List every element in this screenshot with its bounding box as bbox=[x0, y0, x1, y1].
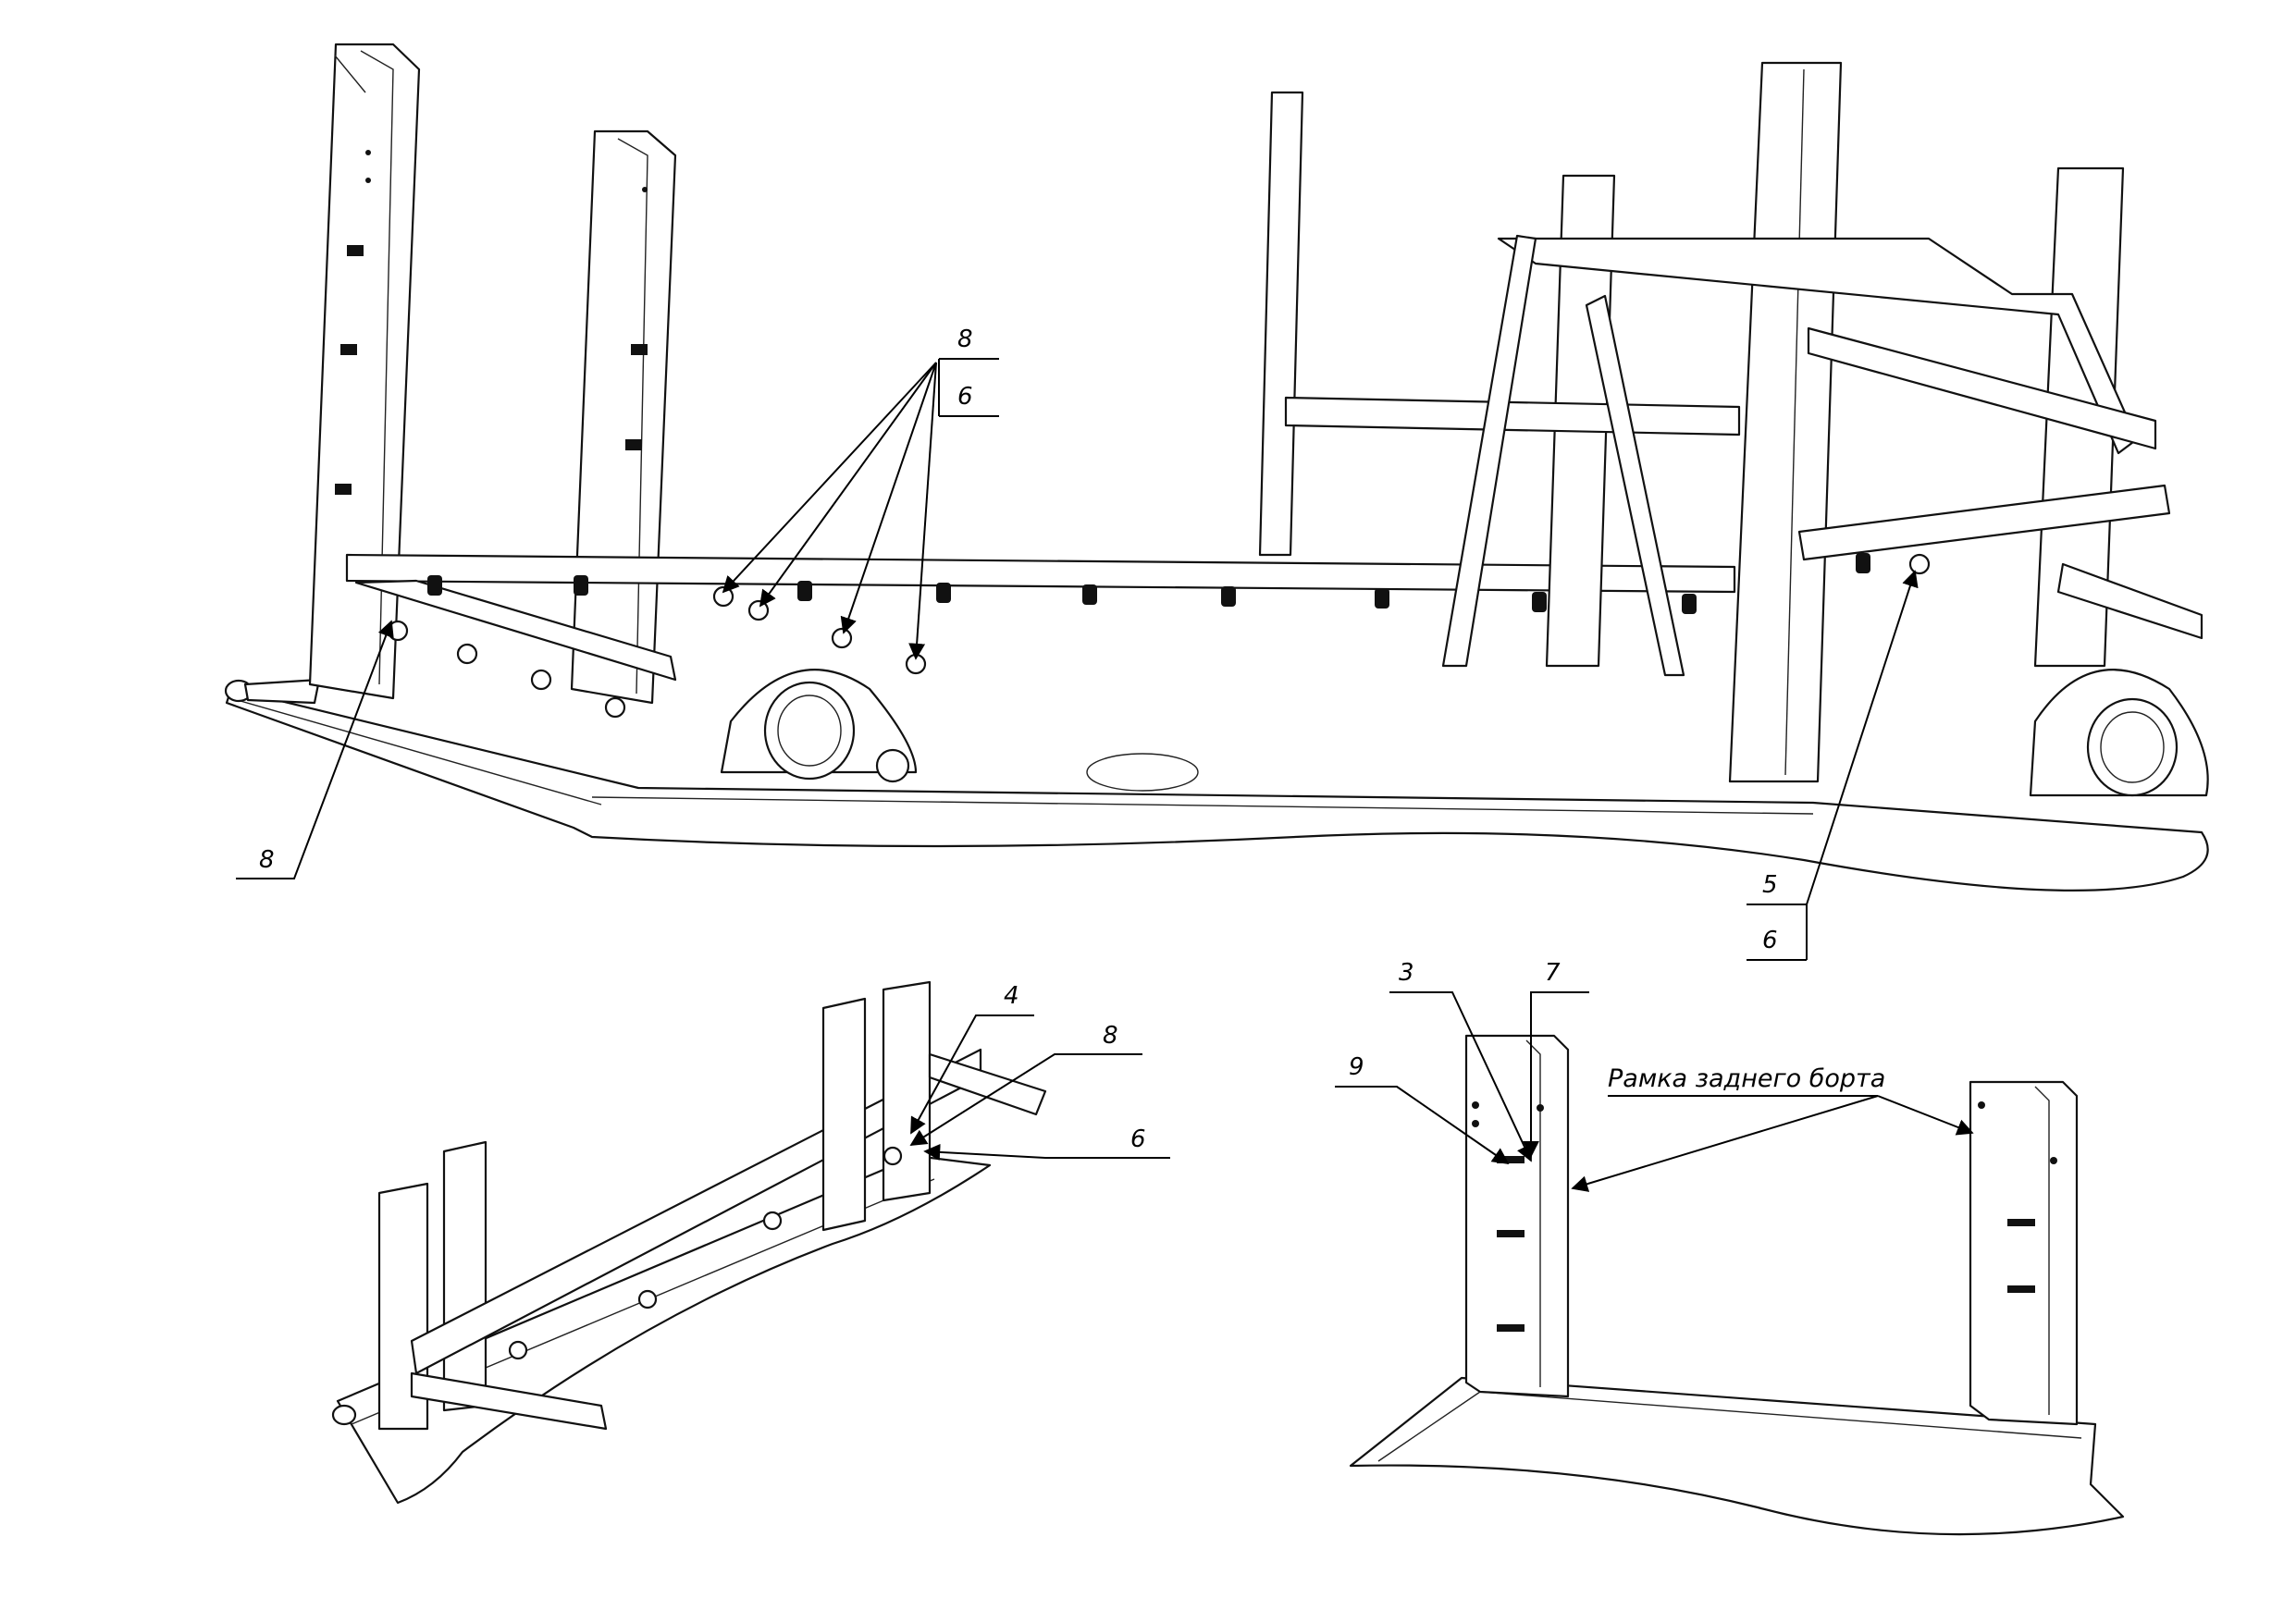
left-wheel-hub bbox=[720, 669, 918, 783]
callout-8-top-left: 8 bbox=[259, 846, 275, 874]
mid-stake-1 bbox=[1258, 91, 1304, 557]
right-wheel-hub bbox=[2029, 669, 2209, 797]
stake-clamps bbox=[335, 150, 648, 495]
shackles-side bbox=[508, 1146, 903, 1360]
callout-8-bottom-left: 8 bbox=[1103, 1022, 1118, 1050]
rear-stake-big bbox=[1728, 61, 1843, 783]
rear-board-frame-view bbox=[1349, 1034, 2125, 1536]
callout-5-top-right: 5 bbox=[1762, 871, 1778, 899]
side-rail-view bbox=[331, 980, 1047, 1505]
side-rail bbox=[345, 553, 1736, 594]
callout-8-top-mid: 8 bbox=[957, 326, 973, 353]
callout-9-bottom-right: 9 bbox=[1349, 1053, 1364, 1081]
main-frame-view bbox=[224, 43, 2209, 891]
floor-strip bbox=[336, 1154, 992, 1505]
callout-6-top-right: 6 bbox=[1762, 927, 1778, 954]
front-stake-2 bbox=[570, 129, 677, 705]
leader-lines bbox=[236, 358, 1974, 1192]
front-stake-1 bbox=[308, 43, 421, 700]
chassis-beam bbox=[225, 687, 2209, 891]
callout-6-bottom-left: 6 bbox=[1130, 1125, 1146, 1153]
rear-frame-clamps bbox=[1472, 1101, 2057, 1332]
shackles-rail bbox=[427, 553, 1870, 614]
rear-frame-post-left bbox=[1464, 1034, 1570, 1398]
callout-6-top-mid: 6 bbox=[957, 383, 973, 411]
rear-frame-post-right bbox=[1969, 1080, 2079, 1426]
callout-3-bottom-right: 3 bbox=[1399, 959, 1414, 987]
callout-4-bottom-left: 4 bbox=[1004, 982, 1019, 1010]
callout-7-bottom-right: 7 bbox=[1545, 959, 1561, 987]
rear-floor bbox=[1349, 1376, 2125, 1536]
rear-cross-beam bbox=[1797, 484, 2171, 561]
rear-board-frame-caption: Рамка заднего борта bbox=[1608, 1064, 1885, 1093]
